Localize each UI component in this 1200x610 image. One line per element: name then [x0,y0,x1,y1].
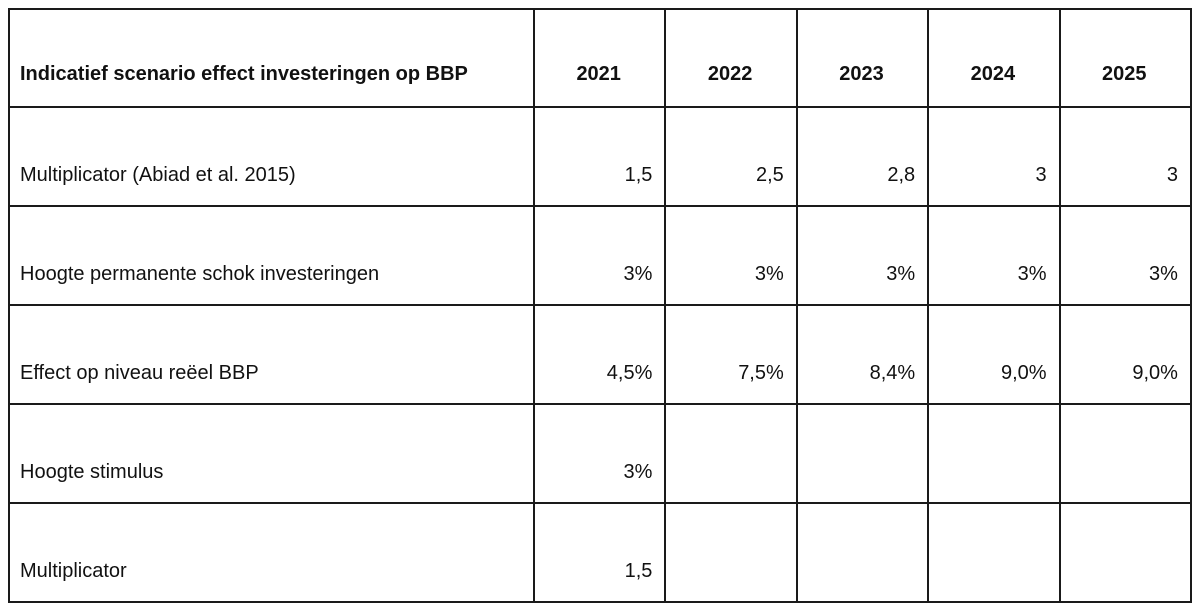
table-cell [1058,502,1192,603]
table-cell: 3% [927,205,1061,306]
table-cell: 8,4% [795,304,930,405]
table-cell: 3% [795,205,930,306]
table-cell [664,502,798,603]
table-row: Hoogte permanente schok investeringen 3%… [8,205,1192,306]
table-cell: 3% [532,403,667,504]
table-cell [795,403,930,504]
scenario-table: Indicatief scenario effect investeringen… [8,8,1192,603]
table-cell [664,403,798,504]
table-cell: 9,0% [1058,304,1192,405]
table-cell: 3% [1058,205,1192,306]
table-row: Hoogte stimulus 3% [8,403,1192,504]
row-label: Hoogte stimulus [8,403,535,504]
table-header-row: Indicatief scenario effect investeringen… [8,8,1192,108]
row-label: Multiplicator [8,502,535,603]
table-cell: 7,5% [664,304,798,405]
table-cell: 3% [532,205,667,306]
table-cell: 1,5 [532,502,667,603]
table-cell: 2,5 [664,106,798,207]
table-cell: 4,5% [532,304,667,405]
row-label: Multiplicator (Abiad et al. 2015) [8,106,535,207]
table-row: Multiplicator (Abiad et al. 2015) 1,5 2,… [8,106,1192,207]
table-cell: 3 [1058,106,1192,207]
table-cell: 1,5 [532,106,667,207]
year-header: 2021 [532,8,667,108]
table-cell [795,502,930,603]
table-cell [927,403,1061,504]
table-row: Multiplicator 1,5 [8,502,1192,603]
table-cell: 9,0% [927,304,1061,405]
year-header: 2022 [664,8,798,108]
table-cell: 3% [664,205,798,306]
year-header: 2023 [795,8,930,108]
table-title: Indicatief scenario effect investeringen… [8,8,535,108]
row-label: Hoogte permanente schok investeringen [8,205,535,306]
table-cell: 3 [927,106,1061,207]
table-cell [927,502,1061,603]
year-header: 2024 [927,8,1061,108]
year-header: 2025 [1058,8,1192,108]
table-cell: 2,8 [795,106,930,207]
table-row: Effect op niveau reëel BBP 4,5% 7,5% 8,4… [8,304,1192,405]
table-cell [1058,403,1192,504]
row-label: Effect op niveau reëel BBP [8,304,535,405]
